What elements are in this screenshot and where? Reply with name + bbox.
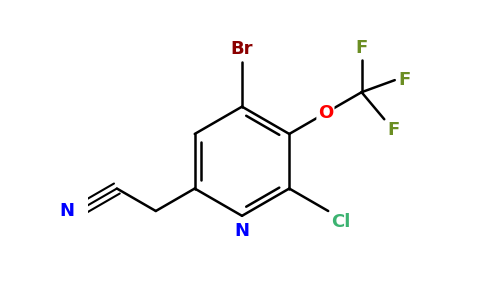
Text: N: N (235, 222, 249, 240)
Text: F: F (398, 71, 410, 89)
Text: F: F (355, 39, 368, 57)
Text: Cl: Cl (332, 213, 351, 231)
Text: N: N (60, 202, 75, 220)
Text: F: F (388, 121, 400, 139)
Text: Br: Br (231, 40, 253, 58)
Text: O: O (318, 104, 333, 122)
